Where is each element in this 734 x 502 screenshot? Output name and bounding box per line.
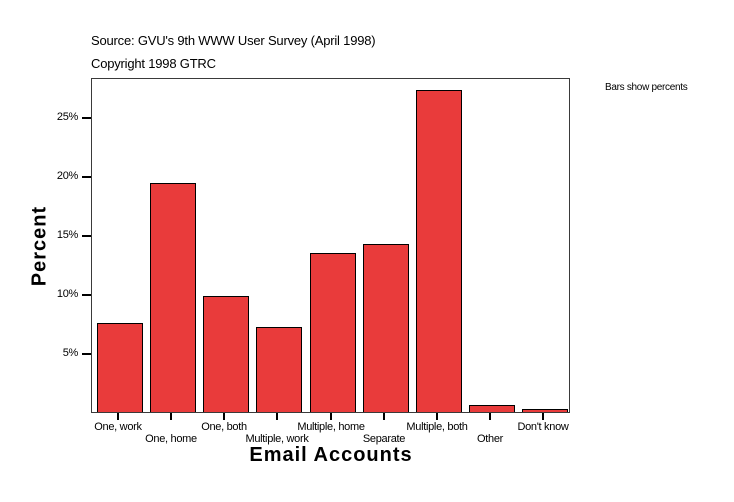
x-tick [383, 413, 385, 420]
x-tick-label: One, both [201, 421, 247, 433]
y-tick [82, 176, 91, 178]
bar [469, 405, 515, 412]
x-tick [276, 413, 278, 420]
bar [522, 409, 568, 412]
x-tick [330, 413, 332, 420]
x-axis-title: Email Accounts [249, 444, 413, 466]
bar [150, 183, 196, 412]
chart-note: Bars show percents [605, 82, 688, 93]
y-tick-label: 10% [56, 288, 78, 300]
x-tick [489, 413, 491, 420]
y-tick [82, 353, 91, 355]
y-tick [82, 235, 91, 237]
bar [256, 327, 302, 412]
copyright-text: Copyright 1998 GTRC [91, 56, 216, 71]
x-tick-label: Don't know [517, 421, 569, 433]
x-tick [436, 413, 438, 420]
y-axis-title: Percent [28, 205, 51, 287]
x-tick-label: Multiple, home [297, 421, 365, 433]
x-tick-label: Separate [362, 433, 406, 445]
x-tick-label: One, home [145, 433, 197, 445]
y-tick-label: 5% [62, 347, 79, 359]
bar [416, 90, 462, 412]
bar [203, 296, 249, 412]
x-tick [223, 413, 225, 420]
x-tick [117, 413, 119, 420]
plot-area [91, 78, 570, 413]
bar [310, 253, 356, 412]
source-text: Source: GVU's 9th WWW User Survey (April… [91, 33, 376, 48]
x-tick-label: Other [476, 433, 504, 445]
x-tick-label: Multiple, both [406, 421, 468, 433]
x-tick-label: One, work [94, 421, 142, 433]
x-tick-label: Multiple, work [245, 433, 309, 445]
x-tick [170, 413, 172, 420]
x-tick [542, 413, 544, 420]
y-tick [82, 294, 91, 296]
y-tick-label: 25% [56, 111, 78, 123]
y-tick [82, 117, 91, 119]
bar [363, 244, 409, 412]
y-tick-label: 15% [56, 229, 78, 241]
y-tick-label: 20% [56, 170, 78, 182]
bar [97, 323, 143, 412]
